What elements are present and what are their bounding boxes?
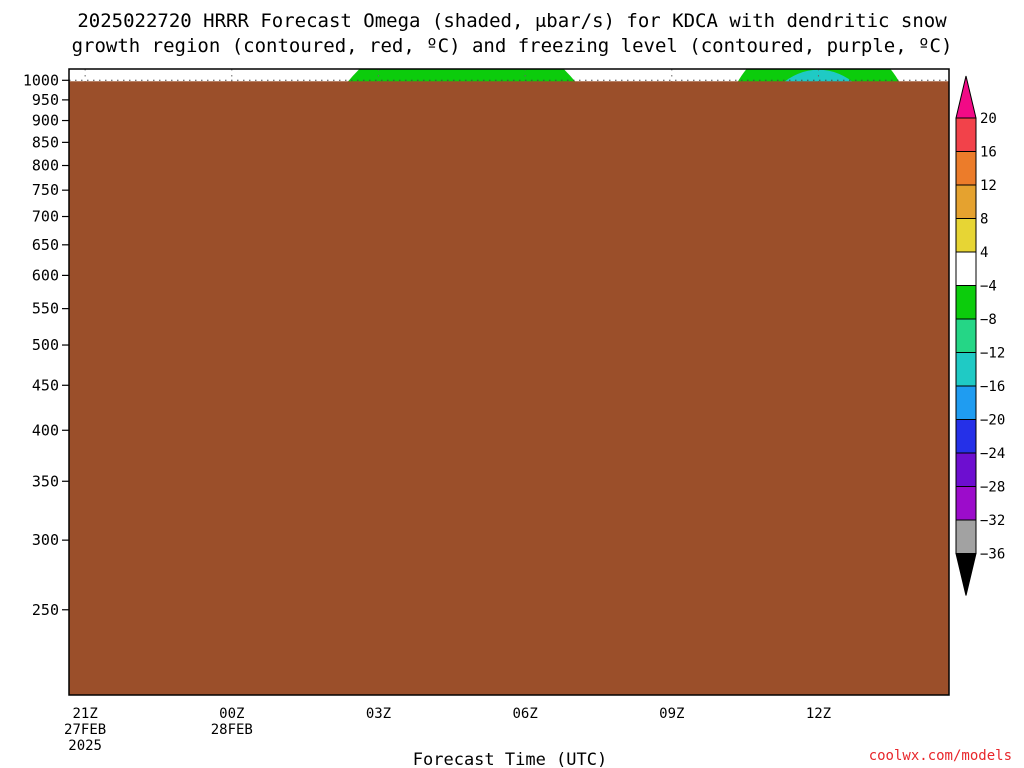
colorbar-label: −32 (980, 513, 1005, 529)
y-tick-label: 550 (32, 300, 59, 318)
colorbar-label: −20 (980, 413, 1005, 429)
colorbar-label: −36 (980, 547, 1005, 563)
y-tick-label: 750 (32, 181, 59, 199)
x-tick-label: 28FEB (211, 722, 253, 738)
y-tick-label: 650 (32, 236, 59, 254)
colorbar-label: −28 (980, 480, 1005, 496)
x-tick-label: 00Z (219, 706, 244, 722)
y-tick-label: 700 (32, 208, 59, 226)
colorbar-label: 12 (980, 178, 997, 194)
y-tick-label: 850 (32, 133, 59, 151)
plot-area: -120 (69, 69, 949, 695)
colorbar-label: −16 (980, 379, 1005, 395)
colorbar-label: 8 (980, 212, 988, 228)
colorbar-swatch (955, 486, 977, 521)
y-tick-label: 1000 (23, 71, 59, 89)
credit-text: coolwx.com/models (869, 748, 1012, 764)
x-tick-label: 09Z (659, 706, 684, 722)
colorbar-swatch (955, 452, 977, 487)
colorbar-label: 16 (980, 145, 997, 161)
colorbar-label: −12 (980, 346, 1005, 362)
colorbar-top-arrow (955, 75, 977, 119)
y-tick-label: 350 (32, 472, 59, 490)
colorbar-swatch (955, 251, 977, 286)
x-tick-label: 06Z (512, 706, 537, 722)
colorbar-swatch (955, 318, 977, 353)
colorbar-bottom-arrow (955, 553, 977, 596)
colorbar-swatch (955, 151, 977, 186)
colorbar-swatch (955, 419, 977, 454)
x-tick-label: 27FEB (64, 722, 106, 738)
colorbar-label: 4 (980, 245, 988, 261)
colorbar: 20 16 12 8 4 −4 −8 −12 −16 −20 −24 −28 −32 −36 (955, 75, 1005, 596)
y-tick-label: 900 (32, 112, 59, 130)
x-tick-label: 21Z (72, 706, 97, 722)
x-tick-label: 03Z (366, 706, 391, 722)
colorbar-swatch (955, 117, 977, 152)
colorbar-label: 20 (980, 111, 997, 127)
x-tick-label: 12Z (806, 706, 831, 722)
colorbar-label: −24 (980, 446, 1005, 462)
plot-frame (68, 68, 950, 696)
colorbar-label: −8 (980, 312, 997, 328)
y-tick-label: 300 (32, 531, 59, 549)
y-tick-label: 450 (32, 376, 59, 394)
ground-surface (69, 81, 949, 695)
colorbar-label: −4 (980, 279, 997, 295)
y-tick-label: 800 (32, 157, 59, 175)
y-tick-label: 950 (32, 91, 59, 109)
y-tick-label: 250 (32, 601, 59, 619)
x-axis-label: Forecast Time (UTC) (413, 750, 607, 768)
y-axis: 250 300 350 400 450 500 550 600 650 700 750 800 850 9… (23, 71, 69, 619)
chart-title-line1: 2025022720 HRRR Forecast Omega (shaded, … (77, 10, 947, 32)
colorbar-swatch (955, 285, 977, 320)
colorbar-swatch (955, 385, 977, 420)
colorbar-swatch (955, 218, 977, 253)
y-tick-label: 600 (32, 266, 59, 284)
colorbar-swatch (955, 519, 977, 554)
y-tick-label: 400 (32, 421, 59, 439)
chart-title-line2: growth region (contoured, red, ºC) and f… (72, 35, 953, 57)
colorbar-swatch (955, 184, 977, 219)
colorbar-swatch (955, 352, 977, 387)
x-tick-label: 2025 (68, 738, 102, 754)
y-tick-label: 500 (32, 336, 59, 354)
